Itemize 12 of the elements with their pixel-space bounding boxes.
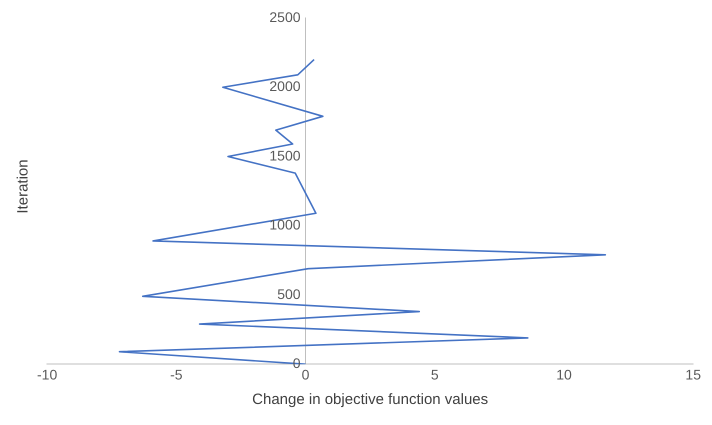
x-axis-title: Change in objective function values — [252, 391, 488, 408]
y-axis-title: Iteration — [14, 158, 32, 216]
y-tick-label: 2500 — [269, 8, 301, 25]
x-tick-label: 10 — [556, 366, 572, 382]
y-tick-label: 1500 — [269, 147, 301, 164]
y-tick-label: 500 — [277, 286, 301, 302]
x-tick-label: 5 — [430, 366, 439, 382]
x-tick-label: 15 — [685, 366, 702, 382]
y-tick-label: 2000 — [269, 78, 301, 94]
y-tick-label: 1000 — [269, 216, 301, 233]
x-tick-label: -5 — [170, 366, 183, 382]
x-tick-label: -10 — [37, 366, 58, 382]
